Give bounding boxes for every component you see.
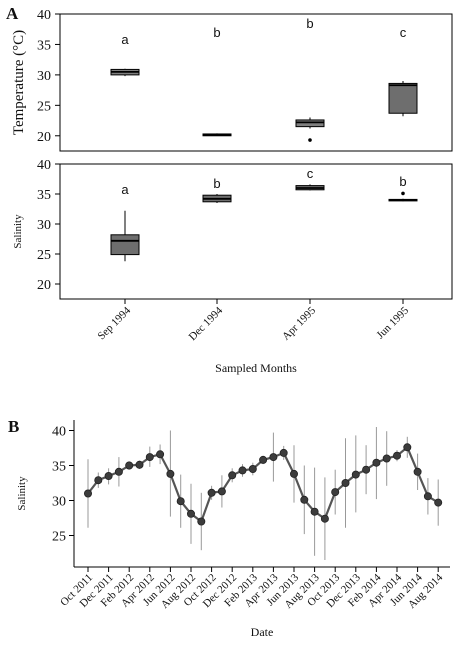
data-point xyxy=(300,495,309,504)
data-point xyxy=(135,460,144,469)
data-point xyxy=(114,467,123,476)
y-tick-label: 30 xyxy=(37,218,51,233)
y-tick-label: 35 xyxy=(52,460,66,475)
x-tick-label: Apr 1995 xyxy=(280,304,318,342)
y-tick-label: 35 xyxy=(37,188,51,203)
data-point xyxy=(320,514,329,523)
y-tick-label: 20 xyxy=(37,130,51,145)
data-point xyxy=(125,461,134,470)
salinity-boxplot: 20 25 30 35 40 Salinity a b c b Sep 1994 Dec 1994 Ap… xyxy=(12,158,453,375)
data-point xyxy=(156,450,165,459)
y-axis-label: Temperature (°C) xyxy=(11,30,27,135)
data-point xyxy=(145,453,154,462)
box: b xyxy=(295,16,325,142)
significance-letter: c xyxy=(307,166,314,181)
data-point xyxy=(197,517,206,526)
y-tick-label: 25 xyxy=(37,248,51,263)
y-tick-label: 35 xyxy=(37,38,51,53)
significance-letter: b xyxy=(213,176,220,191)
data-point xyxy=(94,476,103,485)
data-point xyxy=(238,466,247,475)
data-point xyxy=(392,451,401,460)
significance-letter: c xyxy=(400,25,407,40)
x-tick-label: Sep 1994 xyxy=(95,304,133,342)
data-point xyxy=(382,454,391,463)
data-point xyxy=(403,443,412,452)
y-tick-label: 25 xyxy=(37,99,51,114)
temperature-boxplot: 20 25 30 35 40 Temperature (°C) a b b c xyxy=(11,8,453,152)
box-body xyxy=(110,234,140,256)
significance-letter: a xyxy=(121,32,129,47)
y-tick-label: 40 xyxy=(52,425,66,440)
box-body xyxy=(388,82,418,114)
y-tick-label: 25 xyxy=(52,530,66,545)
data-point xyxy=(259,455,268,464)
x-tick-label: Dec 1994 xyxy=(187,304,226,343)
data-point xyxy=(279,448,288,457)
data-point xyxy=(176,497,185,506)
data-point xyxy=(248,464,257,473)
data-point xyxy=(362,465,371,474)
y-tick-label: 40 xyxy=(37,158,51,173)
outlier-point xyxy=(308,138,312,142)
significance-letter: b xyxy=(213,25,220,40)
significance-letter: b xyxy=(399,174,406,189)
x-tick-label: Jun 1995 xyxy=(374,304,411,341)
box: b xyxy=(202,176,232,203)
data-point xyxy=(310,507,319,516)
box: a xyxy=(110,182,140,262)
data-point xyxy=(413,467,422,476)
data-point xyxy=(84,489,93,498)
significance-letter: a xyxy=(121,182,129,197)
box: c xyxy=(295,166,325,191)
data-point xyxy=(217,487,226,496)
panel-b-label: B xyxy=(8,417,19,436)
data-point xyxy=(104,471,113,480)
box: c xyxy=(388,25,418,117)
data-point xyxy=(228,471,237,480)
y-axis-label: Salinity xyxy=(16,476,28,511)
y-tick-label: 30 xyxy=(52,495,66,510)
box: b xyxy=(202,25,232,137)
x-axis-label: Sampled Months xyxy=(215,361,297,375)
outlier-point xyxy=(401,191,405,196)
box-body xyxy=(295,119,325,128)
y-tick-label: 40 xyxy=(37,8,51,23)
significance-letter: b xyxy=(306,16,313,31)
data-point xyxy=(269,453,278,462)
data-point xyxy=(351,470,360,479)
data-point xyxy=(423,492,432,501)
data-point xyxy=(289,469,298,478)
data-point xyxy=(434,498,443,507)
plot-frame xyxy=(59,13,453,152)
data-point xyxy=(186,509,195,518)
panel-a-label: A xyxy=(6,4,19,23)
y-tick-label: 20 xyxy=(37,278,51,293)
data-point xyxy=(166,469,175,478)
box: a xyxy=(110,32,140,77)
x-axis-label: Date xyxy=(251,625,274,639)
data-point xyxy=(331,488,340,497)
y-tick-label: 30 xyxy=(37,69,51,84)
data-point xyxy=(207,488,216,497)
plot-frame xyxy=(59,163,453,300)
box: b xyxy=(388,174,418,202)
data-point xyxy=(372,458,381,467)
data-point xyxy=(341,478,350,487)
y-axis-label: Salinity xyxy=(12,214,24,249)
